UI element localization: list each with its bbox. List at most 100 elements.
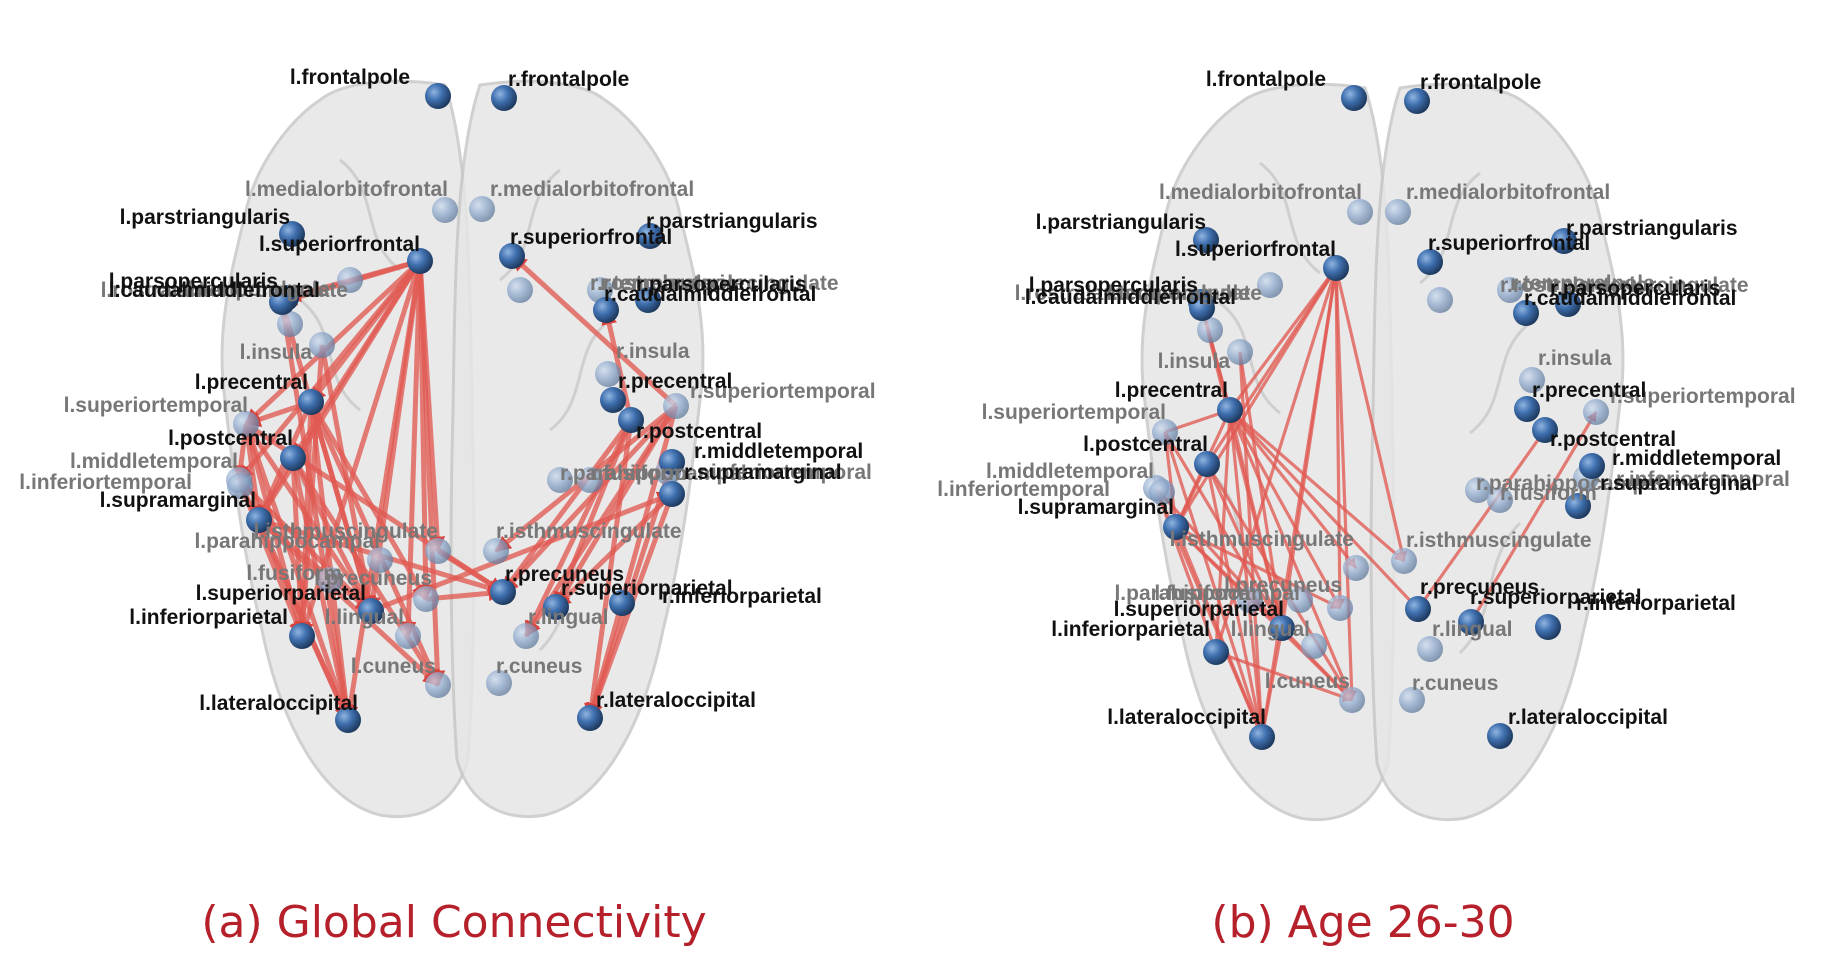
region-node-lpcun bbox=[413, 586, 439, 612]
connection-edge-lpoc-lcun bbox=[1205, 463, 1354, 701]
region-label-rit: r.inferiortemporal bbox=[1616, 468, 1790, 491]
region-label-rptri: r.parstriangularis bbox=[1566, 217, 1738, 240]
connection-edge-lmt-lsp bbox=[237, 478, 373, 613]
region-node-rsm bbox=[659, 481, 685, 507]
connection-edge-rsp-rst bbox=[1469, 411, 1598, 623]
region-label-rprec: r.precentral bbox=[1532, 379, 1646, 402]
region-label-rpoc: r.postcentral bbox=[1550, 428, 1676, 451]
region-node-rmof bbox=[469, 196, 495, 222]
region-node-rlo bbox=[577, 705, 603, 731]
region-node-rsf bbox=[499, 243, 525, 269]
connection-edge-rpoc-rpcun bbox=[1416, 429, 1547, 610]
region-node-lins bbox=[1227, 339, 1253, 365]
region-node-ric bbox=[483, 538, 509, 564]
region-node-lsm bbox=[1163, 514, 1189, 540]
region-node-rpop bbox=[635, 287, 661, 313]
region-label-rsm: r.supramarginal bbox=[1600, 472, 1758, 495]
region-label-rins: r.insula bbox=[1538, 347, 1612, 370]
connection-edge-lcmf-lsp bbox=[279, 301, 375, 613]
region-label-rcmf: r.caudalmiddlefrontal bbox=[1524, 287, 1736, 310]
connection-edge-lprec-lpcun bbox=[1228, 409, 1342, 609]
region-node-rfp bbox=[1404, 88, 1430, 114]
region-node-rphip bbox=[547, 467, 573, 493]
region-label-lmof: l.medialorbitofrontal bbox=[245, 178, 448, 201]
region-node-rlo bbox=[1487, 723, 1513, 749]
region-label-rlo: r.lateraloccipital bbox=[596, 689, 756, 712]
region-node-rpoc bbox=[618, 407, 644, 433]
connection-edge-lst-lsm bbox=[1163, 431, 1181, 529]
region-node-rmof bbox=[1385, 199, 1411, 225]
region-label-lcmf: l.caudalmiddlefrontal bbox=[109, 279, 320, 302]
region-node-rtp bbox=[1497, 277, 1523, 303]
connection-edge-rpoc-rpcun bbox=[500, 418, 634, 594]
connection-edge-lpoc-lsp bbox=[290, 456, 374, 613]
region-node-lst bbox=[1152, 419, 1178, 445]
region-label-lit: l.inferiortemporal bbox=[937, 478, 1110, 501]
region-label-rrac: r.rostralanteriorcingulate bbox=[1500, 274, 1749, 297]
panel-a-caption: (a) Global Connectivity bbox=[201, 897, 706, 948]
region-node-lsp bbox=[358, 598, 384, 624]
region-label-llo: l.lateraloccipital bbox=[1107, 706, 1266, 729]
region-label-lic: l.isthmuscingulate bbox=[254, 520, 438, 543]
region-label-lfus: l.fusiform bbox=[1154, 582, 1250, 605]
connection-edge-rmt-rlo bbox=[586, 461, 675, 720]
region-node-lcmf bbox=[1189, 295, 1215, 321]
connection-edge-lpoc-lip bbox=[290, 457, 310, 638]
region-label-rtp: r.temporalpole bbox=[600, 272, 745, 295]
region-label-lphip: l.parahippocampal bbox=[1114, 582, 1300, 605]
connection-edge-rpoc-rling bbox=[523, 418, 634, 638]
region-node-rptri bbox=[637, 223, 663, 249]
region-label-rsm: r.supramarginal bbox=[684, 461, 842, 484]
region-label-lsp: l.superiorparietal bbox=[196, 582, 366, 605]
region-node-rcun bbox=[486, 670, 512, 696]
region-node-rpoc bbox=[1532, 417, 1558, 443]
connection-edge-lcmf-llo bbox=[279, 301, 354, 722]
region-label-rphip: r.parahippocampal bbox=[560, 462, 747, 485]
region-label-ric: r.isthmuscingulate bbox=[496, 520, 682, 543]
region-label-lmof: l.medialorbitofrontal bbox=[1159, 181, 1362, 204]
connection-edge-lsm-lcun bbox=[257, 518, 440, 687]
region-label-lptri: l.parstriangularis bbox=[1036, 211, 1206, 234]
region-node-lpoc bbox=[280, 445, 306, 471]
connection-edge-rpoc-rcmf bbox=[601, 308, 634, 421]
region-label-rip: r.inferiorparietal bbox=[1576, 592, 1736, 615]
region-label-lpoc: l.postcentral bbox=[1083, 433, 1208, 456]
region-node-rfus bbox=[577, 467, 603, 493]
region-node-rpcun bbox=[490, 579, 516, 605]
region-label-lmt: l.middletemporal bbox=[70, 450, 238, 473]
region-label-lprec: l.precentral bbox=[195, 371, 308, 394]
region-node-llo bbox=[335, 707, 361, 733]
connection-edge-rst-rsf bbox=[510, 254, 678, 408]
edge-layer bbox=[1154, 267, 1598, 739]
region-node-rfus bbox=[1487, 487, 1513, 513]
region-label-rphip: r.parahippocampal bbox=[1476, 472, 1663, 495]
region-label-lfus: l.fusiform bbox=[246, 562, 342, 585]
region-node-rpcun bbox=[1405, 596, 1431, 622]
region-label-lrac: l.rostralanteriorcingulate bbox=[1015, 282, 1262, 305]
region-node-rling bbox=[513, 623, 539, 649]
region-node-rphip bbox=[1465, 477, 1491, 503]
region-node-lcun bbox=[1339, 687, 1365, 713]
region-node-rrac bbox=[507, 277, 533, 303]
connection-edge-lsf-ric bbox=[1334, 267, 1407, 562]
node-layer: l.medialorbitofrontal r.medialorbitofront… bbox=[937, 68, 1796, 750]
connection-edge-lmt-lip bbox=[1154, 487, 1218, 653]
region-label-lcmf: l.caudalmiddlefrontal bbox=[1025, 286, 1236, 309]
region-label-lpcun: l.precuneus bbox=[1224, 574, 1342, 597]
region-node-ltp bbox=[1197, 317, 1223, 343]
region-label-lsm: l.supramarginal bbox=[100, 489, 256, 512]
connection-edge-lsf-llo bbox=[1258, 267, 1338, 739]
region-node-lcun bbox=[425, 672, 451, 698]
region-node-lic bbox=[1343, 555, 1369, 581]
region-label-rsf: r.superiorfrontal bbox=[1428, 232, 1590, 255]
region-label-lsf: l.superiorfrontal bbox=[259, 233, 420, 256]
region-node-lins bbox=[309, 332, 335, 358]
region-label-rrac: r.rostralanteriorcingulate bbox=[590, 272, 839, 295]
connection-edge-lins-lsp bbox=[319, 344, 377, 613]
region-label-rsp: r.superiorparietal bbox=[561, 577, 733, 600]
region-label-lins: l.insula bbox=[1158, 350, 1231, 373]
region-node-lit bbox=[1149, 479, 1175, 505]
region-node-rsp bbox=[543, 594, 569, 620]
node-layer: l.medialorbitofrontal r.medialorbitofront… bbox=[19, 66, 876, 733]
region-label-lling: l.lingual bbox=[1231, 618, 1310, 641]
